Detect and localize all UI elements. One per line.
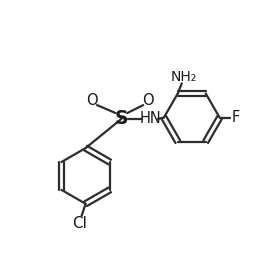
Text: Cl: Cl: [72, 216, 87, 231]
Text: O: O: [87, 93, 98, 108]
Text: HN: HN: [140, 111, 162, 126]
Text: NH₂: NH₂: [171, 70, 197, 84]
Text: O: O: [142, 93, 154, 108]
Text: S: S: [115, 109, 128, 128]
Text: F: F: [231, 110, 240, 125]
